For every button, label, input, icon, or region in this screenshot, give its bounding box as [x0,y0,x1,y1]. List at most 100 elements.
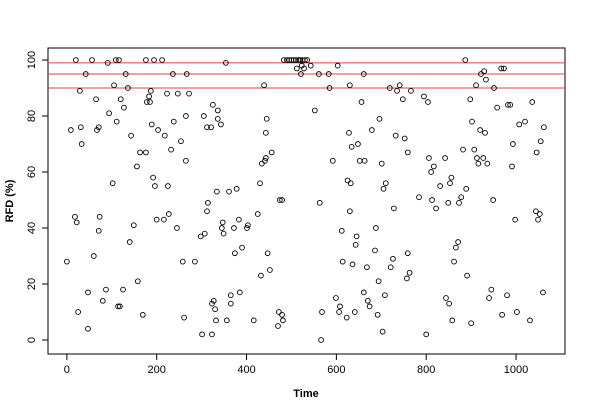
point [77,124,84,131]
point [170,118,177,125]
point [275,323,281,329]
point [401,135,408,142]
point [376,115,383,122]
point [95,124,102,131]
point [490,197,496,203]
point [143,149,149,156]
point [433,205,439,212]
point [201,113,207,119]
point [428,169,434,175]
point [387,264,394,271]
point [120,286,126,293]
point [117,96,124,103]
point [355,141,361,147]
point [250,317,257,324]
point [458,194,465,201]
point [143,99,150,105]
point [130,222,137,229]
point [223,59,229,66]
point [115,303,121,310]
point [165,183,171,189]
x-tick-label: 200 [148,364,166,376]
point [231,225,237,231]
point [139,311,146,318]
point [537,138,544,145]
point [137,149,143,156]
point [134,278,141,285]
point [103,286,109,293]
point [339,258,346,265]
y-axis-title: RFD (%) [4,179,16,222]
point [165,211,172,217]
point [423,331,430,338]
point [477,127,483,133]
point [223,317,230,324]
point [178,138,184,145]
point [89,57,95,63]
point [209,101,216,108]
point [113,118,120,125]
x-axis-title: Time [293,388,318,400]
point [404,275,410,282]
point [78,141,85,147]
point [540,289,546,296]
point [174,90,181,97]
point [449,317,456,324]
point [396,82,403,89]
point [369,127,375,133]
point [343,314,350,321]
point [258,272,264,279]
point [356,157,363,164]
point [94,127,100,133]
point [233,185,240,192]
point [82,71,89,77]
y-tick-label: 100 [26,51,38,69]
point [148,87,154,94]
point [471,146,478,153]
point [77,87,83,94]
point [364,297,371,304]
point [468,320,474,327]
point [516,121,523,128]
point [148,121,155,128]
point [199,331,205,338]
point [352,241,359,248]
point [373,225,379,231]
point [112,57,119,63]
point [333,295,339,301]
point [280,317,286,324]
point [210,297,217,304]
y-tick-label: 80 [26,110,38,122]
point [406,269,413,276]
point [244,225,250,231]
point [361,157,368,164]
point [512,216,518,223]
point [329,157,336,164]
point [268,149,275,156]
point [96,213,103,220]
point [186,90,192,97]
point [245,222,251,229]
point [447,180,453,187]
point [214,107,221,114]
point [462,57,469,63]
point [258,160,265,167]
point [150,174,156,181]
point [366,303,373,310]
point [358,99,365,105]
point [204,208,210,215]
point [514,309,520,315]
point [372,247,378,254]
point [510,141,516,147]
point [382,180,389,187]
point [504,292,510,299]
point [482,129,488,136]
point [153,216,160,223]
point [262,155,269,161]
point [456,199,462,206]
point [360,71,367,77]
point [262,129,269,136]
point [183,157,189,164]
point [474,155,480,161]
